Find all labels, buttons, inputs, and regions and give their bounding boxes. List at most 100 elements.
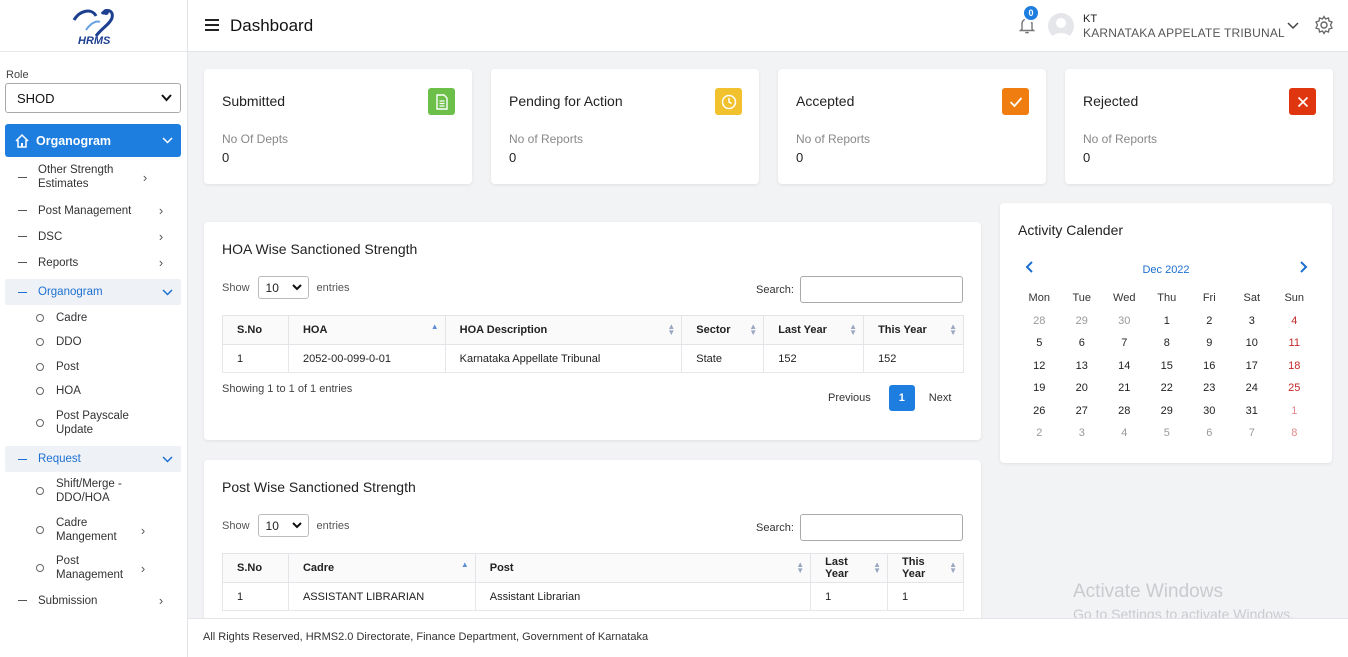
calendar-day[interactable]: 4 [1121,427,1128,439]
nav-post-management[interactable]: Post Management › [0,203,180,218]
calendar-day[interactable]: 7 [1121,337,1128,349]
calendar-day[interactable]: 28 [1118,404,1131,417]
nav-post[interactable]: Post [0,360,180,374]
calendar-day[interactable]: 10 [1245,337,1258,349]
calendar-day[interactable]: 6 [1206,427,1213,439]
nav-ddo[interactable]: DDO [0,335,180,349]
calendar-day[interactable]: 18 [1288,359,1301,372]
calendar-day[interactable]: 3 [1078,427,1085,439]
search-input[interactable] [799,514,963,541]
calendar-day[interactable]: 28 [1033,314,1046,327]
chevron-down-icon [162,288,173,296]
calendar-day[interactable]: 5 [1036,337,1043,349]
calendar-day[interactable]: 2 [1206,314,1213,327]
calendar-day[interactable]: 22 [1160,382,1173,394]
calendar-day[interactable]: 7 [1248,427,1255,439]
nav-dsc[interactable]: DSC › [0,229,180,244]
nav-cadre-mangement[interactable]: Cadre Mangement › [0,516,180,544]
calendar-day[interactable]: 29 [1160,404,1173,417]
chevron-left-icon[interactable] [1025,261,1034,273]
hamburger-menu-icon[interactable] [205,19,219,31]
chevron-down-icon [291,522,302,529]
calendar-day[interactable]: 20 [1075,382,1088,394]
search-input[interactable] [799,276,963,303]
nav-organogram[interactable]: Organogram [5,124,181,157]
calendar-day[interactable]: 6 [1078,337,1085,349]
calendar-day[interactable]: 4 [1291,314,1298,327]
nav-other-strength-estimates[interactable]: Other Strength Estimates › [0,163,180,191]
column-header[interactable]: Sector ▲ ▼ [681,315,765,345]
nav-submission[interactable]: Submission › [0,593,180,608]
card-submitted[interactable]: Submitted No Of Depts 0 [204,69,472,184]
column-header[interactable]: Last Year ▲ ▼ [763,315,865,345]
nav-label: DSC [38,230,63,243]
calendar-day[interactable]: 8 [1291,427,1298,439]
nav-reports[interactable]: Reports › [0,255,180,270]
calendar-day[interactable]: 29 [1075,314,1088,327]
calendar-day[interactable]: 1 [1291,404,1298,417]
entries-select[interactable]: 10 [257,276,309,299]
entries-select[interactable]: 10 [257,514,309,537]
nav-sub-organogram[interactable]: Organogram [5,279,181,305]
calendar-day[interactable]: 24 [1245,382,1258,394]
column-header[interactable]: This Year ▲ ▼ [863,315,964,345]
chevron-right-icon: › [158,229,164,244]
column-header[interactable]: S.No [222,553,289,583]
calendar-day[interactable]: 23 [1203,382,1216,394]
table-cell: 1 [222,344,289,373]
calendar-day[interactable]: 12 [1033,359,1046,372]
nav-hoa[interactable]: HOA [0,384,180,398]
next-button[interactable]: Next [928,392,952,404]
calendar-day[interactable]: 2 [1036,427,1043,439]
calendar-day[interactable]: 5 [1163,427,1170,439]
nav-organogram-label: Organogram [36,133,112,148]
calendar-day[interactable]: 8 [1163,337,1170,349]
nav-cadre[interactable]: Cadre [0,311,180,325]
calendar-day[interactable]: 1 [1163,314,1170,327]
calendar-day[interactable]: 9 [1206,337,1213,349]
circle-icon [36,387,44,395]
chevron-down-icon[interactable] [1287,22,1299,30]
sort-icon: ▲ ▼ [873,560,882,575]
column-header[interactable]: This Year ▲ ▼ [887,553,964,583]
check-icon [1002,88,1029,115]
avatar[interactable] [1048,13,1074,39]
entries-label: entries [316,281,350,294]
card-rejected[interactable]: Rejected No of Reports 0 [1065,69,1333,184]
column-header[interactable]: Post ▲ ▼ [474,553,812,583]
calendar-day[interactable]: 11 [1288,337,1300,349]
chevron-down-icon [291,284,302,291]
calendar-day[interactable]: 15 [1160,359,1173,372]
card-pending[interactable]: Pending for Action No of Reports 0 [491,69,759,184]
table-row: 1 ASSISTANT LIBRARIAN Assistant Libraria… [222,582,964,611]
page-1-button[interactable]: 1 [888,385,915,411]
calendar-day[interactable]: 26 [1033,404,1046,417]
calendar-day[interactable]: 16 [1203,359,1216,372]
column-header[interactable]: HOA ▲ [287,315,446,345]
calendar-day[interactable]: 30 [1118,314,1131,327]
role-select[interactable]: SHOD [5,83,181,113]
previous-button[interactable]: Previous [828,392,871,404]
calendar-day[interactable]: 3 [1248,314,1255,327]
column-header[interactable]: Cadre ▲ [287,553,476,583]
calendar-day[interactable]: 14 [1118,359,1131,372]
chevron-right-icon[interactable] [1299,261,1308,273]
card-accepted[interactable]: Accepted No of Reports 0 [778,69,1046,184]
calendar-day[interactable]: 25 [1288,382,1301,394]
nav-shift-merge[interactable]: Shift/Merge - DDO/HOA [0,477,180,505]
calendar-day[interactable]: 31 [1245,404,1258,417]
column-header[interactable]: S.No [222,315,289,345]
calendar-day[interactable]: 21 [1118,382,1131,394]
nav-post-management-request[interactable]: Post Management › [0,554,180,582]
calendar-day[interactable]: 13 [1075,359,1088,372]
nav-sub-request[interactable]: Request [5,446,181,472]
column-header[interactable]: Last Year ▲ ▼ [810,553,889,583]
nav-post-payscale-update[interactable]: Post Payscale Update [0,409,180,437]
hrms-logo[interactable]: HRMS [0,0,187,52]
column-header[interactable]: HOA Description ▲ ▼ [444,315,683,345]
calendar-day[interactable]: 27 [1075,404,1088,417]
gear-icon[interactable] [1314,15,1334,35]
calendar-day[interactable]: 30 [1203,404,1216,417]
calendar-day[interactable]: 17 [1245,359,1258,372]
calendar-day[interactable]: 19 [1033,382,1046,394]
